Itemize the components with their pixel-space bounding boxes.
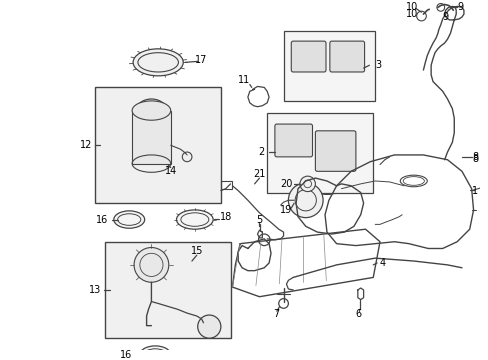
FancyBboxPatch shape	[291, 41, 325, 72]
Ellipse shape	[134, 99, 168, 128]
Text: 7: 7	[273, 309, 279, 319]
Text: 11: 11	[237, 75, 250, 85]
Circle shape	[197, 315, 221, 338]
Text: 10: 10	[405, 9, 417, 19]
Text: 13: 13	[89, 285, 102, 295]
Text: 4: 4	[379, 258, 385, 268]
Text: 16: 16	[120, 350, 132, 360]
FancyBboxPatch shape	[274, 124, 312, 157]
Bar	[266, 113, 372, 193]
Circle shape	[134, 248, 168, 282]
Text: 6: 6	[355, 309, 361, 319]
Bar	[132, 111, 170, 163]
Circle shape	[288, 183, 323, 218]
Text: 18: 18	[219, 212, 231, 222]
Ellipse shape	[114, 211, 144, 228]
Text: 21: 21	[253, 169, 265, 179]
Text: 1: 1	[471, 186, 478, 195]
Text: 8: 8	[471, 152, 478, 162]
Bar	[95, 87, 221, 203]
Text: 3: 3	[374, 60, 380, 70]
Bar	[105, 242, 230, 338]
Ellipse shape	[140, 346, 170, 360]
Text: 20: 20	[280, 179, 292, 189]
Bar	[221, 181, 232, 189]
Text: 12: 12	[80, 140, 92, 150]
Text: 9: 9	[456, 3, 462, 12]
Text: 2: 2	[258, 147, 264, 157]
Text: 14: 14	[164, 166, 177, 176]
FancyBboxPatch shape	[329, 41, 364, 72]
Text: 19: 19	[280, 205, 292, 215]
Text: 10: 10	[405, 3, 417, 12]
Ellipse shape	[132, 101, 170, 120]
Text: 5: 5	[256, 215, 262, 225]
FancyBboxPatch shape	[315, 131, 355, 171]
Text: 17: 17	[195, 55, 207, 66]
Bar	[283, 31, 374, 101]
Text: 16: 16	[96, 215, 108, 225]
Text: 15: 15	[190, 246, 203, 256]
Text: 9: 9	[442, 12, 448, 22]
Text: 8: 8	[471, 154, 478, 164]
Ellipse shape	[176, 210, 213, 229]
Ellipse shape	[133, 49, 183, 76]
Circle shape	[299, 176, 315, 192]
